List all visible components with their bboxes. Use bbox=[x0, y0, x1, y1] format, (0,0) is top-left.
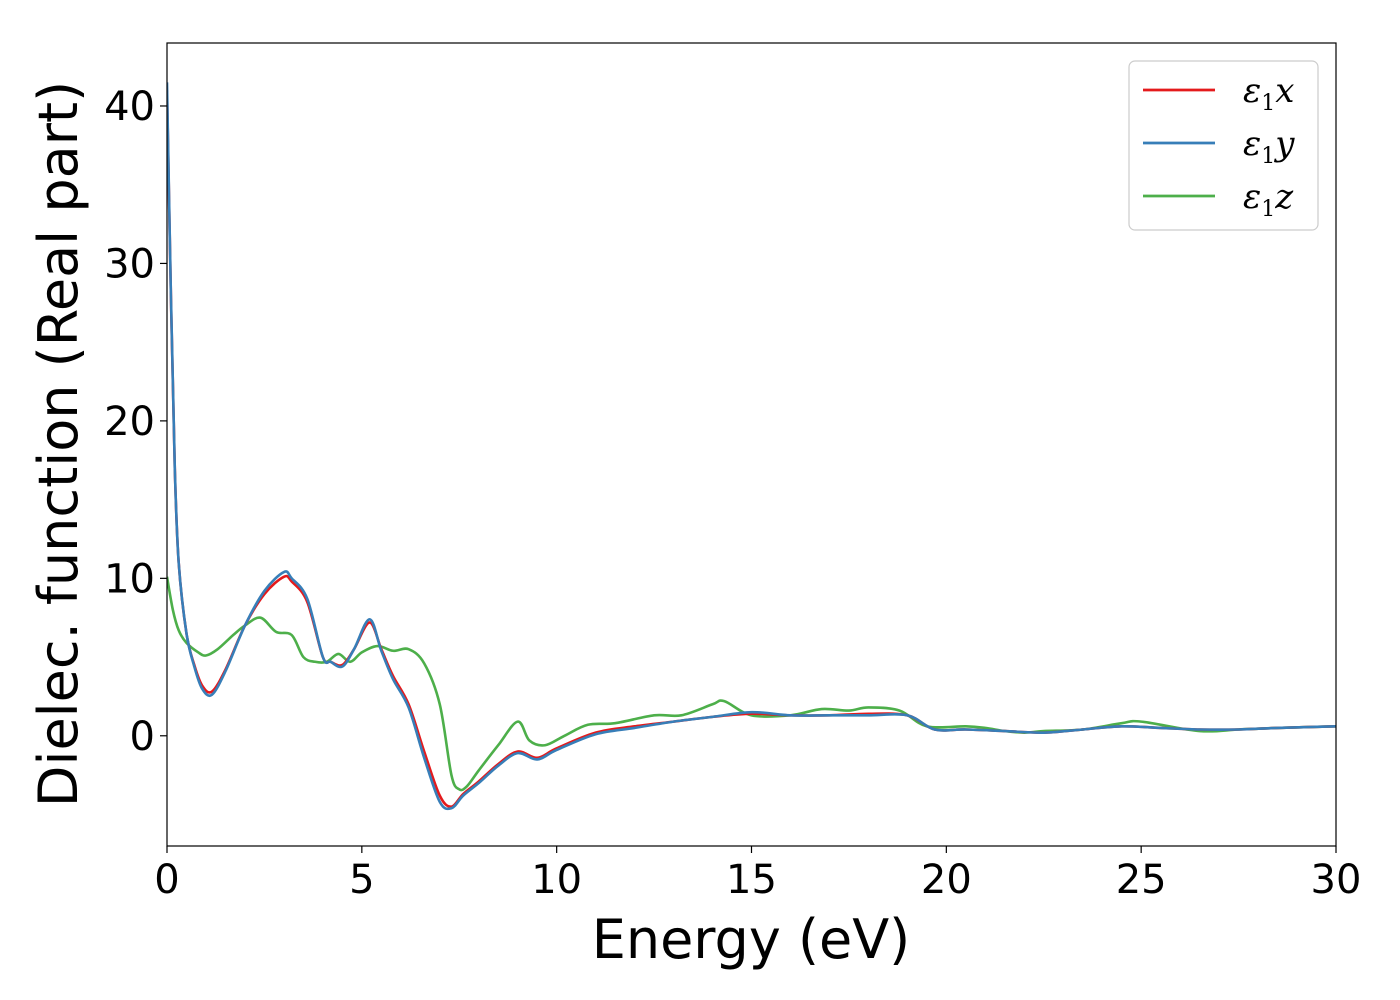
legend-label-base: ε bbox=[1243, 71, 1261, 111]
x-tick-label: 15 bbox=[726, 857, 777, 903]
x-tick-label: 0 bbox=[154, 857, 179, 903]
y-tick-label: 20 bbox=[104, 399, 155, 445]
x-tick-label: 30 bbox=[1311, 857, 1362, 903]
x-axis: 0 5 10 15 20 25 30 bbox=[154, 846, 1361, 903]
legend-label-suffix: x bbox=[1275, 71, 1294, 111]
legend-label-suffix: y bbox=[1273, 124, 1295, 164]
series-line-y bbox=[167, 82, 1336, 811]
legend-label-subscript: 1 bbox=[1261, 197, 1275, 222]
x-tick-label: 10 bbox=[531, 857, 582, 903]
legend-label-subscript: 1 bbox=[1261, 91, 1275, 116]
y-axis-label: Dielec. function (Real part) bbox=[27, 81, 90, 807]
x-tick-label: 20 bbox=[921, 857, 972, 903]
y-tick-label: 10 bbox=[104, 556, 155, 602]
x-axis-label: Energy (eV) bbox=[592, 908, 911, 971]
legend-label-base: ε bbox=[1243, 177, 1261, 217]
y-tick-label: 40 bbox=[104, 84, 155, 130]
y-tick-label: 0 bbox=[130, 714, 155, 760]
series-layer bbox=[167, 82, 1336, 811]
legend-label-base: ε bbox=[1243, 124, 1261, 164]
legend-label-subscript: 1 bbox=[1261, 144, 1275, 169]
legend-label-suffix: z bbox=[1274, 177, 1294, 217]
x-tick-label: 5 bbox=[349, 857, 374, 903]
legend-label-z: ε1z bbox=[1243, 177, 1294, 222]
x-tick-label: 25 bbox=[1116, 857, 1167, 903]
y-tick-label: 30 bbox=[104, 241, 155, 287]
legend-label-y: ε1y bbox=[1243, 124, 1295, 169]
legend-box bbox=[1128, 60, 1319, 231]
legend-label-x: ε1x bbox=[1243, 71, 1294, 116]
y-axis: 0 10 20 30 40 bbox=[104, 84, 167, 760]
